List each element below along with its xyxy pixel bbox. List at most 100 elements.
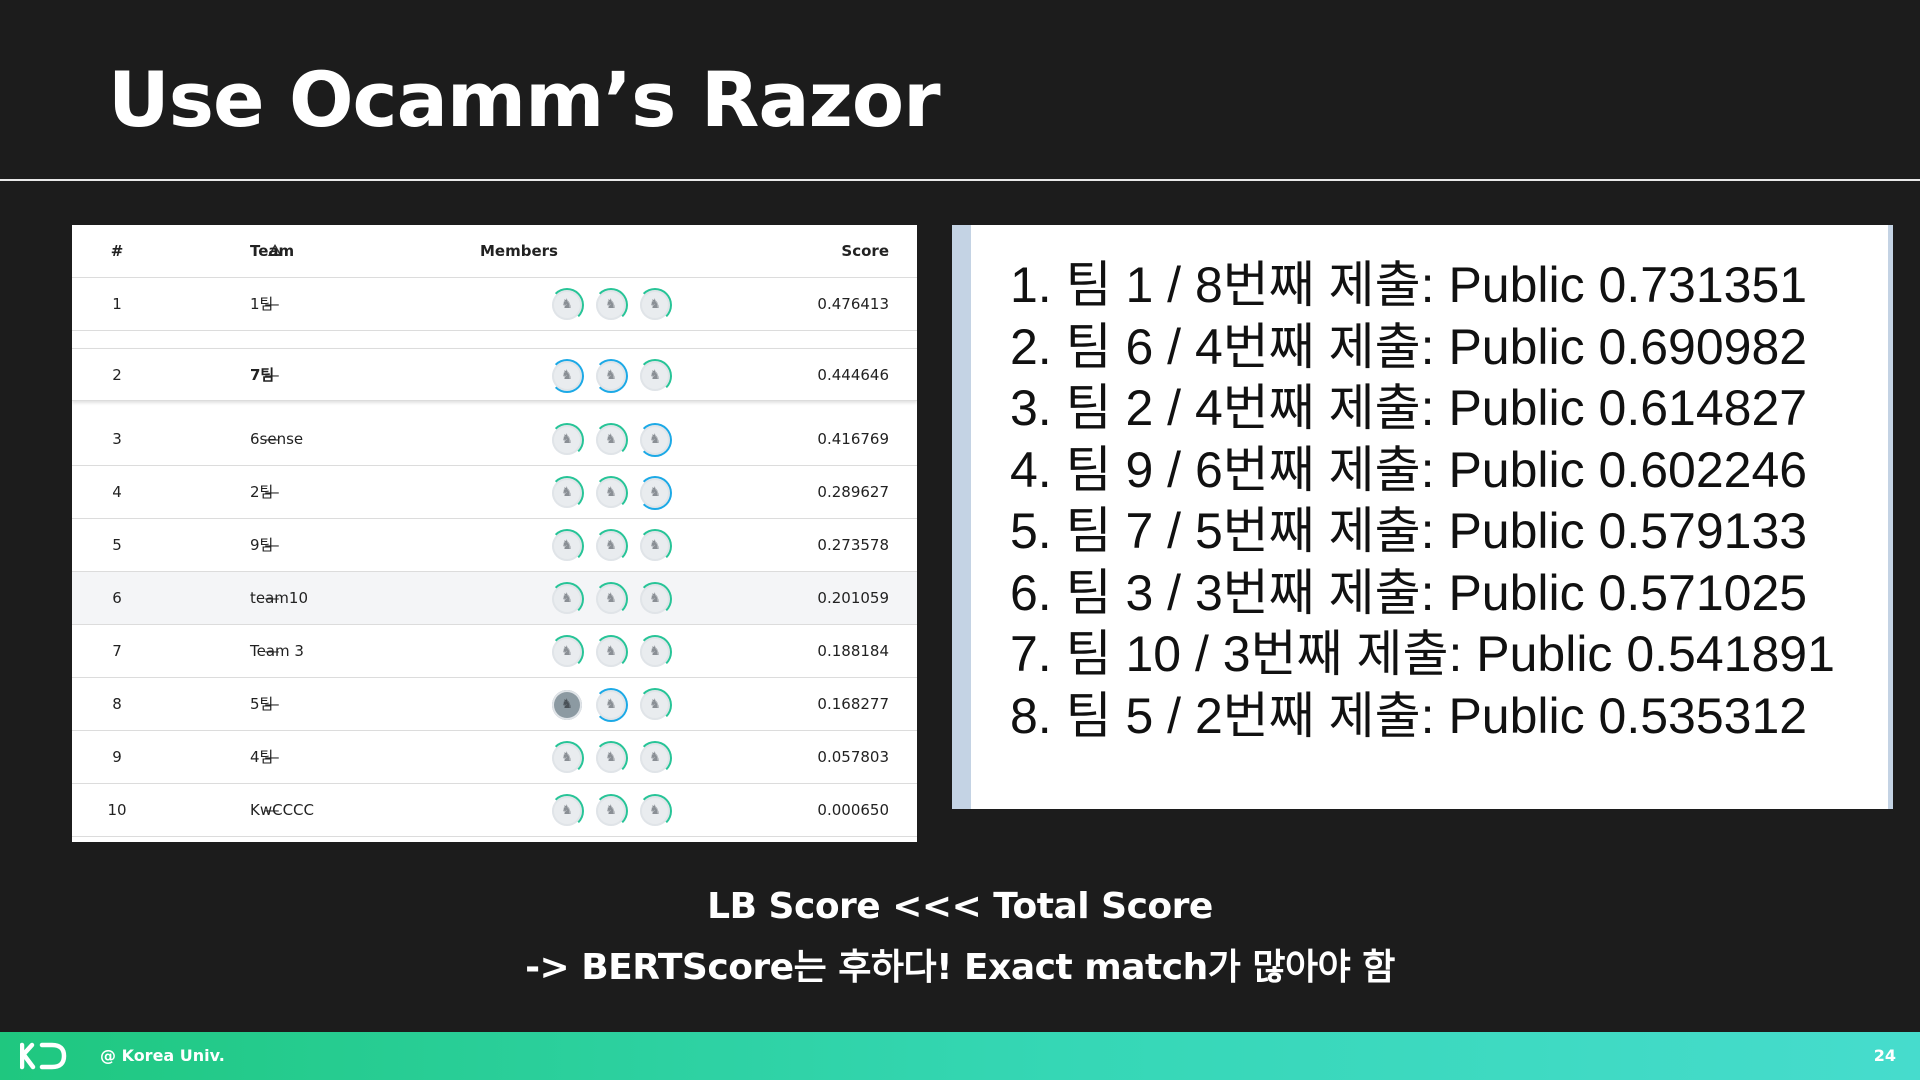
- llama-avatar-icon[interactable]: ♞: [550, 741, 584, 775]
- llama-avatar-icon[interactable]: ♞: [594, 423, 628, 457]
- table-row[interactable]: 1 —1팀 0.476413 ♞ ♞ ♞: [72, 278, 917, 331]
- header-members: Members: [480, 242, 558, 260]
- row-score: 0.168277: [817, 695, 889, 713]
- llama-avatar-icon[interactable]: ♞: [638, 476, 672, 510]
- row-rank: 7: [112, 642, 122, 660]
- caption-line-2: -> BERTScore는 후하다! Exact match가 많아야 함: [525, 947, 1395, 988]
- llama-avatar-icon[interactable]: ♞: [638, 635, 672, 669]
- table-row[interactable]: 9 —4팀 0.057803 ♞ ♞ ♞: [72, 731, 917, 784]
- row-score: 0.476413: [817, 295, 889, 313]
- list-item: 5. 팀 7 / 5번째 제출: Public 0.579133: [1010, 503, 1808, 559]
- table-row[interactable]: 5 —9팀 0.273578 ♞ ♞ ♞: [72, 519, 917, 572]
- row-rank-change: —: [264, 536, 280, 554]
- llama-avatar-icon[interactable]: ♞: [550, 529, 584, 563]
- row-rank-change: —: [264, 483, 280, 501]
- row-team: 6sense: [250, 430, 304, 448]
- llama-avatar-icon[interactable]: ♞: [594, 794, 628, 828]
- table-row[interactable]: 8 —5팀 0.168277 ♞ ♞ ♞: [72, 678, 917, 731]
- row-rank-change: —: [264, 366, 280, 384]
- list-item: 7. 팀 10 / 3번째 제출: Public 0.541891: [1010, 626, 1835, 682]
- table-row[interactable]: 3 —6sense 0.416769 ♞ ♞ ♞: [72, 413, 917, 466]
- llama-avatar-icon[interactable]: ♞: [638, 582, 672, 616]
- row-rank-change: —: [264, 430, 280, 448]
- llama-avatar-icon[interactable]: ♞: [594, 688, 628, 722]
- page-number: 24: [1873, 1046, 1896, 1065]
- llama-avatar-icon[interactable]: ♞: [550, 794, 584, 828]
- row-rank: 3: [112, 430, 122, 448]
- row-rank: 4: [112, 483, 122, 501]
- llama-avatar-icon[interactable]: ♞: [594, 635, 628, 669]
- llama-avatar-icon[interactable]: ♞: [550, 359, 584, 393]
- row-rank: 9: [112, 748, 122, 766]
- row-rank-change: —: [264, 748, 280, 766]
- list-item: 4. 팀 9 / 6번째 제출: Public 0.602246: [1010, 441, 1808, 498]
- llama-avatar-icon[interactable]: ♞: [594, 582, 628, 616]
- row-team: 4팀: [250, 748, 274, 766]
- leaderboard-header: # Team Members Score: [72, 225, 917, 278]
- row-score: 0.273578: [817, 536, 889, 554]
- table-row[interactable]: 6 — team10 0.201059 ♞ ♞ ♞: [72, 572, 917, 625]
- llama-avatar-icon[interactable]: ♞: [552, 690, 582, 720]
- row-rank: 6: [112, 589, 122, 607]
- list-item: 6. 팀 3 / 3번째 제출: Public 0.571025: [1010, 564, 1808, 621]
- list-item: 3. 팀 2 / 4번째 제출: Public 0.614827: [1010, 380, 1808, 436]
- llama-avatar-icon[interactable]: ♞: [550, 423, 584, 457]
- triangle-up-icon: [268, 244, 282, 256]
- llama-avatar-icon[interactable]: ♞: [550, 582, 584, 616]
- row-team: 7팀: [250, 366, 275, 384]
- table-row[interactable]: 10 — KwCCCC 0.000650 ♞ ♞ ♞: [72, 784, 917, 837]
- llama-avatar-icon[interactable]: ♞: [638, 741, 672, 775]
- row-team: Team 3: [250, 642, 304, 660]
- row-team: team10: [250, 589, 309, 607]
- row-rank: 8: [112, 695, 122, 713]
- table-row[interactable]: 4 —2팀 0.289627 ♞ ♞ ♞: [72, 466, 917, 519]
- llama-avatar-icon[interactable]: ♞: [638, 359, 672, 393]
- ranking-list-panel: 1. 팀 1 / 8번째 제출: Public 0.731351 2. 팀 6 /…: [952, 225, 1893, 809]
- list-item: 8. 팀 5 / 2번째 제출: Public 0.535312: [1010, 687, 1808, 744]
- llama-avatar-icon[interactable]: ♞: [594, 288, 628, 322]
- row-score: 0.057803: [817, 748, 889, 766]
- ranking-list: 1. 팀 1 / 8번째 제출: Public 0.731351 2. 팀 6 /…: [1010, 255, 1835, 747]
- llama-avatar-icon[interactable]: ♞: [594, 476, 628, 510]
- footer-organization: @ Korea Univ.: [100, 1046, 225, 1065]
- row-team: 2팀: [250, 483, 274, 501]
- row-rank-change: —: [264, 589, 280, 607]
- row-score: 0.188184: [817, 642, 889, 660]
- leaderboard-table: # Team Members Score 1—1팀 0.476413 ♞ ♞ ♞ 2—7팀…: [72, 225, 917, 842]
- caption-line-1: LB Score <<< Total Score: [707, 886, 1213, 927]
- row-score: 0.444646: [817, 366, 889, 384]
- header-rank: #: [110, 242, 124, 260]
- llama-avatar-icon[interactable]: ♞: [594, 529, 628, 563]
- llama-avatar-icon[interactable]: ♞: [550, 635, 584, 669]
- kd-logo-icon: [20, 1042, 67, 1070]
- llama-avatar-icon[interactable]: ♞: [594, 741, 628, 775]
- slide-title: Use Ocamm’s Razor: [108, 55, 941, 144]
- row-rank-change: —: [264, 695, 280, 713]
- llama-avatar-icon[interactable]: ♞: [638, 423, 672, 457]
- row-score: 0.000650: [817, 801, 889, 819]
- row-team: KwCCCC: [250, 801, 314, 819]
- row-score: 0.416769: [817, 430, 889, 448]
- row-rank-change: —: [264, 295, 280, 313]
- row-rank-change: —: [264, 801, 280, 819]
- row-rank: 1: [112, 295, 122, 313]
- row-team: 5팀: [250, 695, 274, 713]
- llama-avatar-icon[interactable]: ♞: [638, 688, 672, 722]
- list-item: 1. 팀 1 / 8번째 제출: Public 0.731351: [1010, 257, 1808, 313]
- llama-avatar-icon[interactable]: ♞: [550, 288, 584, 322]
- row-rank-change: —: [264, 642, 280, 660]
- llama-avatar-icon[interactable]: ♞: [638, 288, 672, 322]
- row-rank: 2: [112, 366, 122, 384]
- row-team: 1팀: [250, 295, 274, 313]
- header-team: Team: [250, 242, 295, 260]
- row-rank: 10: [107, 801, 127, 819]
- table-row[interactable]: 2 —7팀 0.444646 ♞ ♞ ♞: [72, 348, 917, 401]
- table-row[interactable]: 7 — Team 3 0.188184 ♞ ♞ ♞: [72, 625, 917, 678]
- footer-bar: @ Korea Univ. 24: [0, 1032, 1920, 1080]
- title-divider: [0, 179, 1920, 181]
- row-score: 0.201059: [817, 589, 889, 607]
- llama-avatar-icon[interactable]: ♞: [638, 794, 672, 828]
- llama-avatar-icon[interactable]: ♞: [594, 359, 628, 393]
- llama-avatar-icon[interactable]: ♞: [638, 529, 672, 563]
- llama-avatar-icon[interactable]: ♞: [550, 476, 584, 510]
